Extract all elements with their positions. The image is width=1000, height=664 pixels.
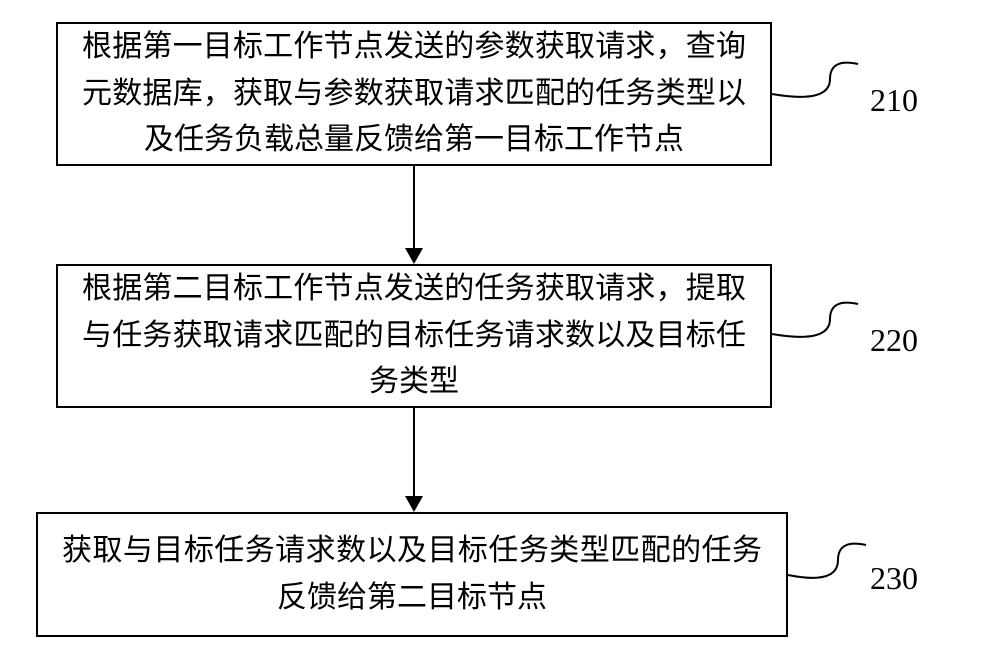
connector-curve-2 [0,0,1000,664]
step-label-step1: 210 [870,82,918,119]
step-label-step2: 220 [870,322,918,359]
step-label-step3: 230 [870,560,918,597]
